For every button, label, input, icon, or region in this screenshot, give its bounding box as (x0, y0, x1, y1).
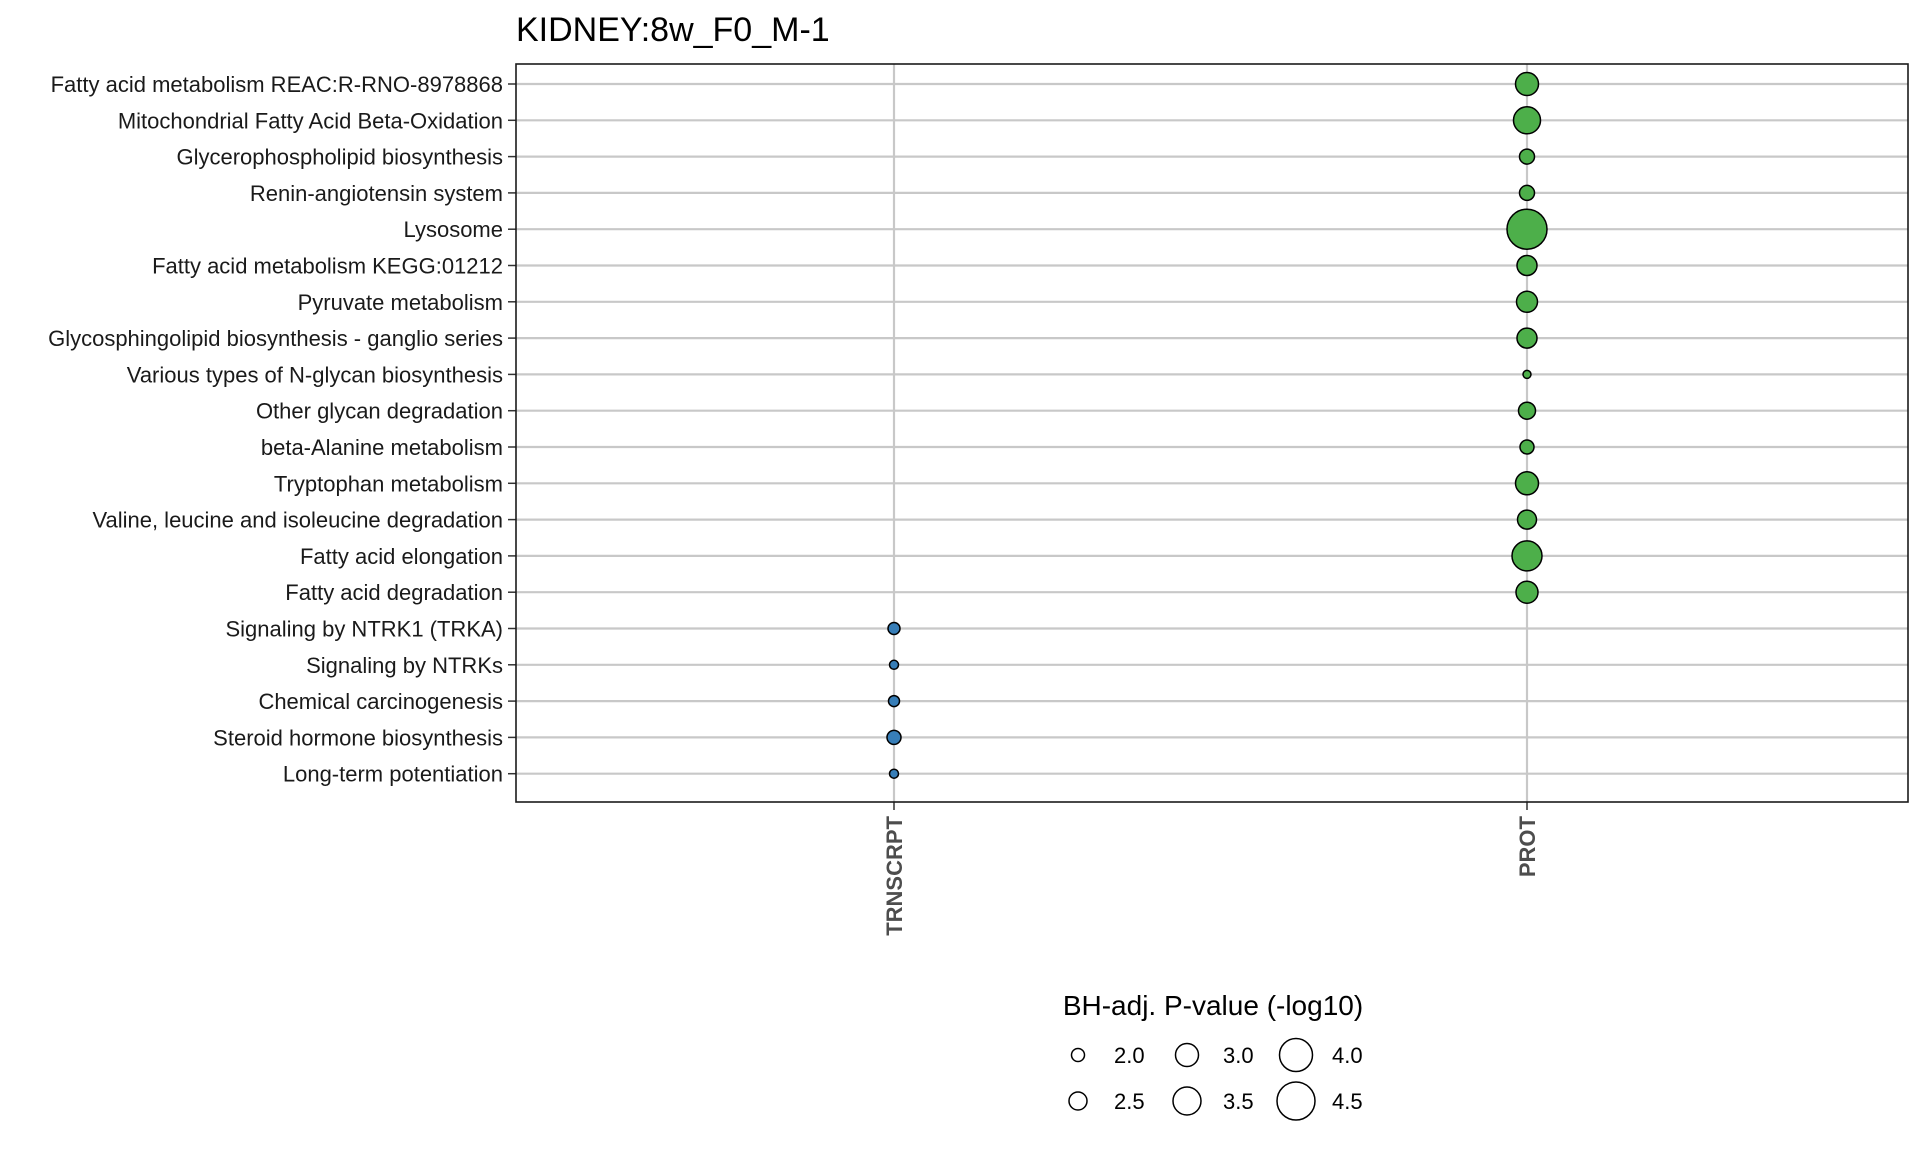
data-point (1517, 401, 1537, 420)
data-point (1506, 208, 1548, 250)
data-point (1522, 369, 1532, 380)
y-tick-label: Signaling by NTRKs (306, 653, 503, 678)
y-tick-label: Glycosphingolipid biosynthesis - ganglio… (48, 326, 503, 351)
legend-label: 4.5 (1332, 1089, 1363, 1114)
y-tick-label: Signaling by NTRK1 (TRKA) (225, 617, 503, 642)
y-tick-label: Tryptophan metabolism (274, 471, 503, 496)
data-point (1519, 439, 1535, 455)
legend-key (1070, 1047, 1086, 1063)
y-tick-label: Other glycan degradation (256, 399, 503, 424)
legend-label: 3.5 (1223, 1089, 1254, 1114)
y-tick-label: Lysosome (404, 217, 503, 242)
y-tick-label: Steroid hormone biosynthesis (213, 725, 503, 750)
legend-label: 3.0 (1223, 1043, 1254, 1068)
data-point (1518, 148, 1536, 165)
data-point (1511, 540, 1543, 572)
y-tick-label: Fatty acid elongation (300, 544, 503, 569)
y-tick-label: Renin-angiotensin system (250, 181, 503, 206)
legend-key (1174, 1042, 1200, 1068)
data-point (1516, 327, 1538, 349)
data-point (1516, 509, 1538, 530)
legend-label: 4.0 (1332, 1043, 1363, 1068)
y-tick-label: Mitochondrial Fatty Acid Beta-Oxidation (118, 108, 503, 133)
chart-title: KIDNEY:8w_F0_M-1 (516, 11, 830, 49)
grid-lines (516, 64, 1908, 802)
data-point (1512, 106, 1542, 135)
y-tick-label: Glycerophospholipid biosynthesis (176, 145, 503, 170)
size-legend: 2.0 2.5 3.0 3.5 4.0 4.5 (1068, 1037, 1363, 1121)
data-point (887, 694, 901, 708)
legend-title: BH-adj. P-value (-log10) (1063, 990, 1363, 1021)
legend-key (1276, 1081, 1316, 1121)
y-tick-label: Long-term potentiation (283, 762, 503, 787)
y-tick-label: Fatty acid metabolism KEGG:01212 (152, 254, 503, 279)
plot-panel-border (515, 63, 1909, 803)
data-point (887, 621, 901, 636)
y-tick-label: Chemical carcinogenesis (258, 689, 503, 714)
y-tick-label: beta-Alanine metabolism (261, 435, 503, 460)
y-tick-label: Fatty acid metabolism REAC:R-RNO-8978868 (51, 72, 503, 97)
legend-key (1172, 1086, 1202, 1116)
data-point (1518, 184, 1536, 202)
data-point (888, 659, 900, 671)
x-tick-label: TRNSCRPT (882, 815, 907, 935)
y-tick-label: Valine, leucine and isoleucine degradati… (92, 508, 503, 533)
data-point (1515, 290, 1539, 314)
data-point (1516, 254, 1538, 277)
y-tick-label: Various types of N-glycan biosynthesis (127, 362, 503, 387)
data-point (1515, 580, 1539, 604)
legend-key (1278, 1037, 1314, 1073)
legend-label: 2.5 (1114, 1089, 1145, 1114)
y-tick-label: Pyruvate metabolism (298, 290, 503, 315)
data-points (886, 71, 1548, 779)
data-point (888, 768, 900, 779)
data-point (1514, 71, 1540, 97)
y-tick-label: Fatty acid degradation (285, 580, 503, 605)
legend-key (1068, 1091, 1088, 1111)
x-tick-label: PROT (1515, 815, 1540, 877)
y-axis-labels: Fatty acid metabolism REAC:R-RNO-8978868… (48, 72, 516, 787)
legend-label: 2.0 (1114, 1043, 1145, 1068)
data-point (1514, 471, 1540, 496)
data-point (886, 729, 902, 746)
x-axis-labels: TRNSCRPT PROT (882, 802, 1540, 936)
